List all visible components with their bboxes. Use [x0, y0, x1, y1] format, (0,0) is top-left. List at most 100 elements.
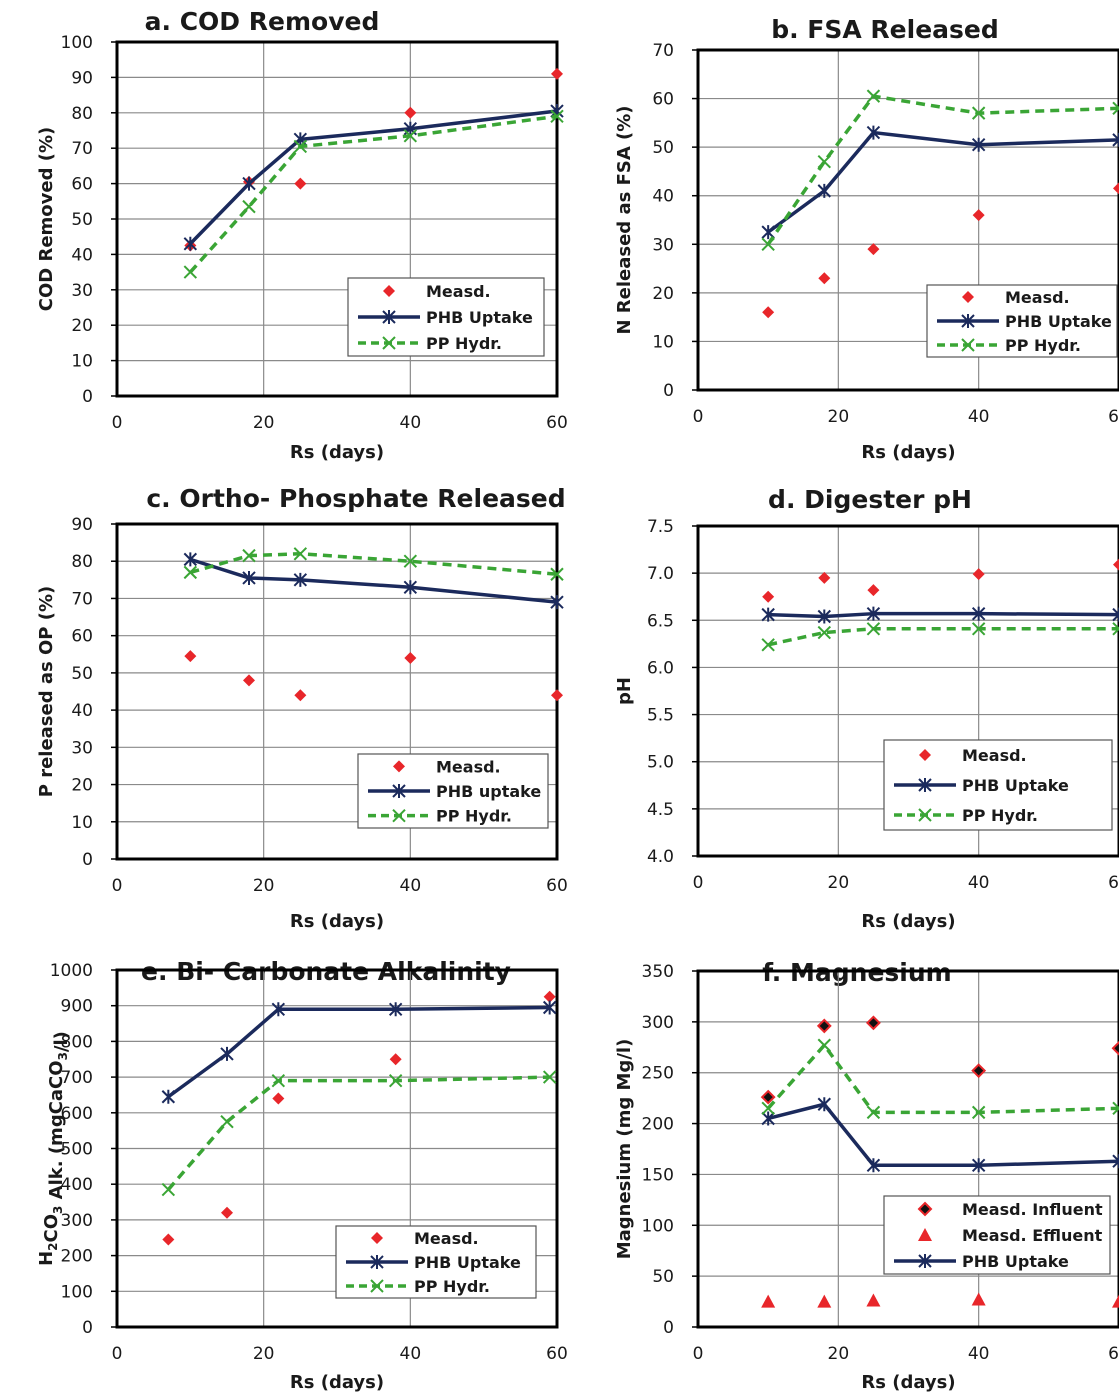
point-phb-uptake [550, 595, 564, 610]
y-tick-label: 900 [61, 997, 93, 1017]
series-group [761, 89, 1119, 319]
point-phb-uptake [817, 1097, 832, 1112]
point-pp-hydr [293, 547, 308, 561]
point-measd [543, 990, 556, 1003]
point-measd [272, 1092, 285, 1105]
legend-label-pp-hydr: PP Hydr. [426, 334, 502, 353]
y-tick-label: 6.5 [647, 611, 674, 631]
legend-marker-phb-uptake [392, 784, 406, 798]
panel-title: d. Digester pH [768, 485, 972, 514]
point-measd [184, 650, 197, 663]
legend-marker-pp-hydr [392, 808, 406, 823]
legend-marker-phb-uptake [918, 1254, 932, 1268]
x-tick-label: 60 [1108, 873, 1119, 893]
point-pp-hydr [388, 1073, 403, 1088]
point-pp-hydr [817, 155, 832, 169]
x-tick-label: 60 [1108, 407, 1119, 427]
point-measd [162, 1233, 175, 1246]
point-measd [221, 1206, 233, 1219]
series-line-pp-hydr [766, 94, 1119, 246]
y-tick-label: 30 [71, 738, 93, 758]
y-tick-label: 300 [61, 1211, 93, 1231]
legend-marker-measd [962, 291, 974, 303]
x-axis-label: Rs (days) [290, 1372, 384, 1393]
y-tick-label: 4.5 [647, 800, 674, 820]
point-pp-hydr [1112, 622, 1119, 636]
legend-marker-pp-hydr [382, 336, 396, 350]
point-pp-hydr [242, 199, 256, 214]
y-axis-label: H2CO3 Alk. (mgCaCO3/l) [36, 1031, 72, 1266]
series-line-phb-uptake [189, 109, 558, 246]
point-measd-influent [971, 1063, 987, 1079]
point-phb-uptake [388, 1002, 403, 1017]
y-tick-label: 70 [71, 589, 93, 609]
point-phb-uptake [971, 606, 986, 621]
legend-label-phb-uptake: PHB uptake [436, 782, 541, 801]
x-axis-label: Rs (days) [290, 911, 384, 932]
point-measd [1113, 182, 1119, 195]
plot-frame [696, 969, 1119, 1329]
point-phb-uptake [271, 1002, 286, 1017]
y-tick-label: 300 [642, 1013, 674, 1033]
x-tick-label: 60 [546, 1344, 568, 1364]
y-tick-label: 40 [71, 245, 93, 265]
x-tick-label: 20 [828, 407, 850, 427]
y-tick-label: 70 [652, 41, 674, 61]
y-tick-label: 60 [71, 627, 93, 647]
y-tick-label: 10 [71, 813, 93, 833]
y-tick-label: 10 [71, 352, 93, 372]
y-tick-label: 0 [82, 850, 93, 870]
y-tick-label: 60 [71, 175, 93, 195]
legend-label-measd-effluent: Measd. Effluent [962, 1226, 1103, 1245]
y-tick-label: 50 [71, 210, 93, 230]
series-line-phb-uptake [767, 1102, 1119, 1168]
legend-label-phb-uptake: PHB Uptake [962, 1252, 1069, 1271]
chart-panel-4: d. Digester pH 4.0 4.5 5.0 5.5 6.0 6.5 7.0 7.5 0 2… [614, 485, 1119, 932]
y-tick-label: 350 [642, 962, 674, 982]
x-tick-label: 60 [1108, 1344, 1119, 1364]
y-tick-label: 5.5 [647, 706, 674, 726]
series-group [761, 558, 1119, 652]
y-tick-label: 250 [642, 1064, 674, 1084]
point-measd [294, 177, 307, 190]
y-tick-label: 40 [652, 187, 674, 207]
y-tick-label: 800 [61, 1032, 93, 1052]
y-tick-label: 80 [71, 104, 93, 124]
plot-frame [696, 48, 1119, 392]
legend-label-measd-influent: Measd. Influent [962, 1200, 1103, 1219]
legend-label-measd: Measd. [426, 282, 491, 301]
y-tick-label: 100 [642, 1216, 674, 1236]
series-group [183, 547, 564, 702]
point-pp-hydr [550, 109, 564, 124]
x-tick-label: 0 [693, 407, 704, 427]
y-tick-label: 6.0 [647, 658, 674, 678]
legend-label-measd: Measd. [436, 757, 501, 776]
point-measd-influent [1111, 1040, 1119, 1056]
y-axis-label: Magnesium (mg Mg/l) [614, 1039, 635, 1260]
point-measd-effluent [761, 1294, 776, 1308]
point-pp-hydr [550, 567, 564, 581]
point-pp-hydr [271, 1073, 286, 1088]
point-measd [972, 568, 985, 581]
series-group [760, 1015, 1119, 1308]
legend-label-measd: Measd. [414, 1229, 479, 1248]
point-measd-effluent [817, 1294, 832, 1308]
point-measd [294, 689, 307, 702]
point-pp-hydr [242, 548, 256, 563]
legend-marker-pp-hydr [370, 1279, 384, 1293]
y-tick-label: 200 [61, 1247, 93, 1267]
point-phb-uptake [161, 1089, 176, 1104]
point-pp-hydr [971, 622, 986, 636]
point-pp-hydr [403, 554, 418, 568]
legend: Measd. Influent Measd. Effluent PHB Uptake [883, 1195, 1111, 1275]
point-phb-uptake [183, 552, 198, 567]
y-axis-label: COD Removed (%) [36, 127, 57, 312]
point-pp-hydr [403, 129, 418, 143]
point-series-4 [866, 1105, 881, 1120]
x-tick-label: 40 [400, 1344, 422, 1364]
series-line-series-4 [766, 1043, 1119, 1115]
point-phb-uptake [817, 609, 832, 624]
y-tick-label: 100 [61, 33, 93, 53]
y-tick-label: 0 [663, 381, 674, 401]
point-measd [972, 209, 985, 222]
